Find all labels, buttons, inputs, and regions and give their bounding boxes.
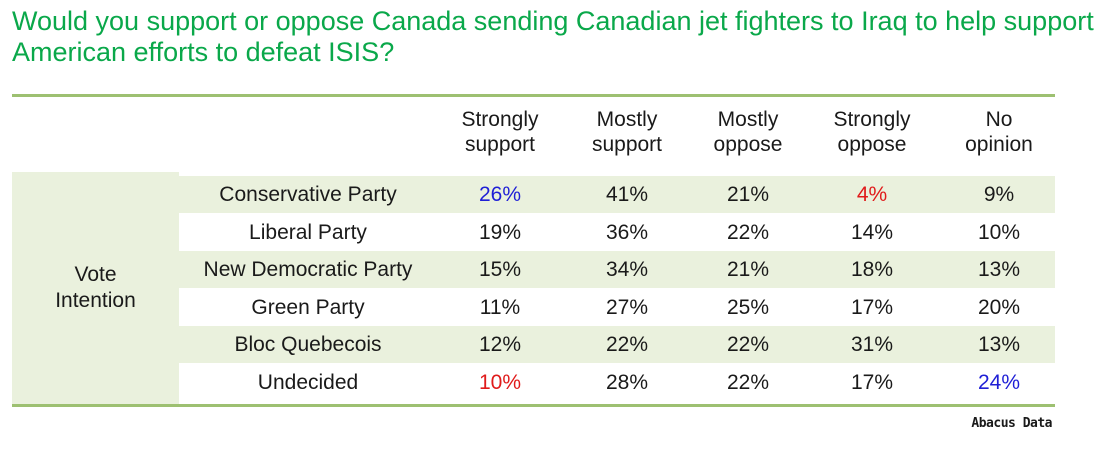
value-cell: 36% [605,220,649,244]
row-group-label: Vote Intention [55,263,136,312]
row-label: New Democratic Party [203,258,413,281]
table-row: Green Party 11% 27% 25% 17% 20% [179,289,1055,326]
value-cell: 11% [479,295,521,319]
value-cell: 14% [850,220,894,244]
column-header: Mostly oppose [713,108,783,156]
table-row: New Democratic Party 15% 34% 21% 18% 13% [179,251,1055,288]
value-cell: 10% [478,370,522,394]
table-row: Bloc Quebecois 12% 22% 22% 31% 13% [179,326,1055,363]
value-cell: 21% [726,183,770,206]
value-cell: 17% [850,295,894,319]
row-label: Conservative Party [219,183,397,206]
column-header-row: Strongly support Mostly support Mostly oppose… [12,97,1055,172]
chart-title: Would you support or oppose Canada sendi… [12,6,1094,67]
value-cell: 22% [726,370,770,394]
value-cell: 17% [850,370,894,394]
value-cell: 20% [977,295,1021,319]
table-row: Undecided 10% 28% 22% 17% 24% [179,364,1055,401]
row-label: Undecided [257,370,359,394]
row-label: Liberal Party [249,220,367,244]
column-header: No opinion [965,108,1033,156]
column-header: Strongly oppose [833,108,911,156]
column-header: Mostly support [591,108,663,156]
value-cell: 26% [478,183,522,206]
value-cell: 25% [726,295,770,319]
value-cell: 4% [856,183,888,206]
value-cell: 18% [850,258,894,281]
row-label: Green Party [251,295,365,319]
source-label: Abacus Data [971,416,1052,431]
value-cell: 34% [605,258,649,281]
value-cell: 10% [977,220,1021,244]
value-cell: 27% [605,295,649,319]
value-cell: 22% [726,220,770,244]
value-cell: 9% [983,183,1015,206]
table-row: Conservative Party 26% 41% 21% 4% 9% [179,176,1055,213]
value-cell: 22% [605,333,649,356]
value-cell: 31% [850,333,894,356]
bottom-rule [12,404,1055,407]
value-cell: 13% [977,258,1021,281]
value-cell: 13% [977,333,1021,356]
value-cell: 22% [726,333,770,356]
value-cell: 21% [726,258,770,281]
row-group-cell: Vote Intention [12,172,179,404]
top-rule [12,94,1055,97]
table-row: Liberal Party 19% 36% 22% 14% 10% [179,214,1055,251]
value-cell: 15% [478,258,522,281]
value-cell: 12% [478,333,522,356]
value-cell: 41% [605,183,649,206]
value-cell: 28% [605,370,649,394]
row-label: Bloc Quebecois [234,333,382,356]
value-cell: 19% [478,220,522,244]
value-cell: 24% [977,370,1021,394]
column-header: Strongly support [461,108,539,156]
